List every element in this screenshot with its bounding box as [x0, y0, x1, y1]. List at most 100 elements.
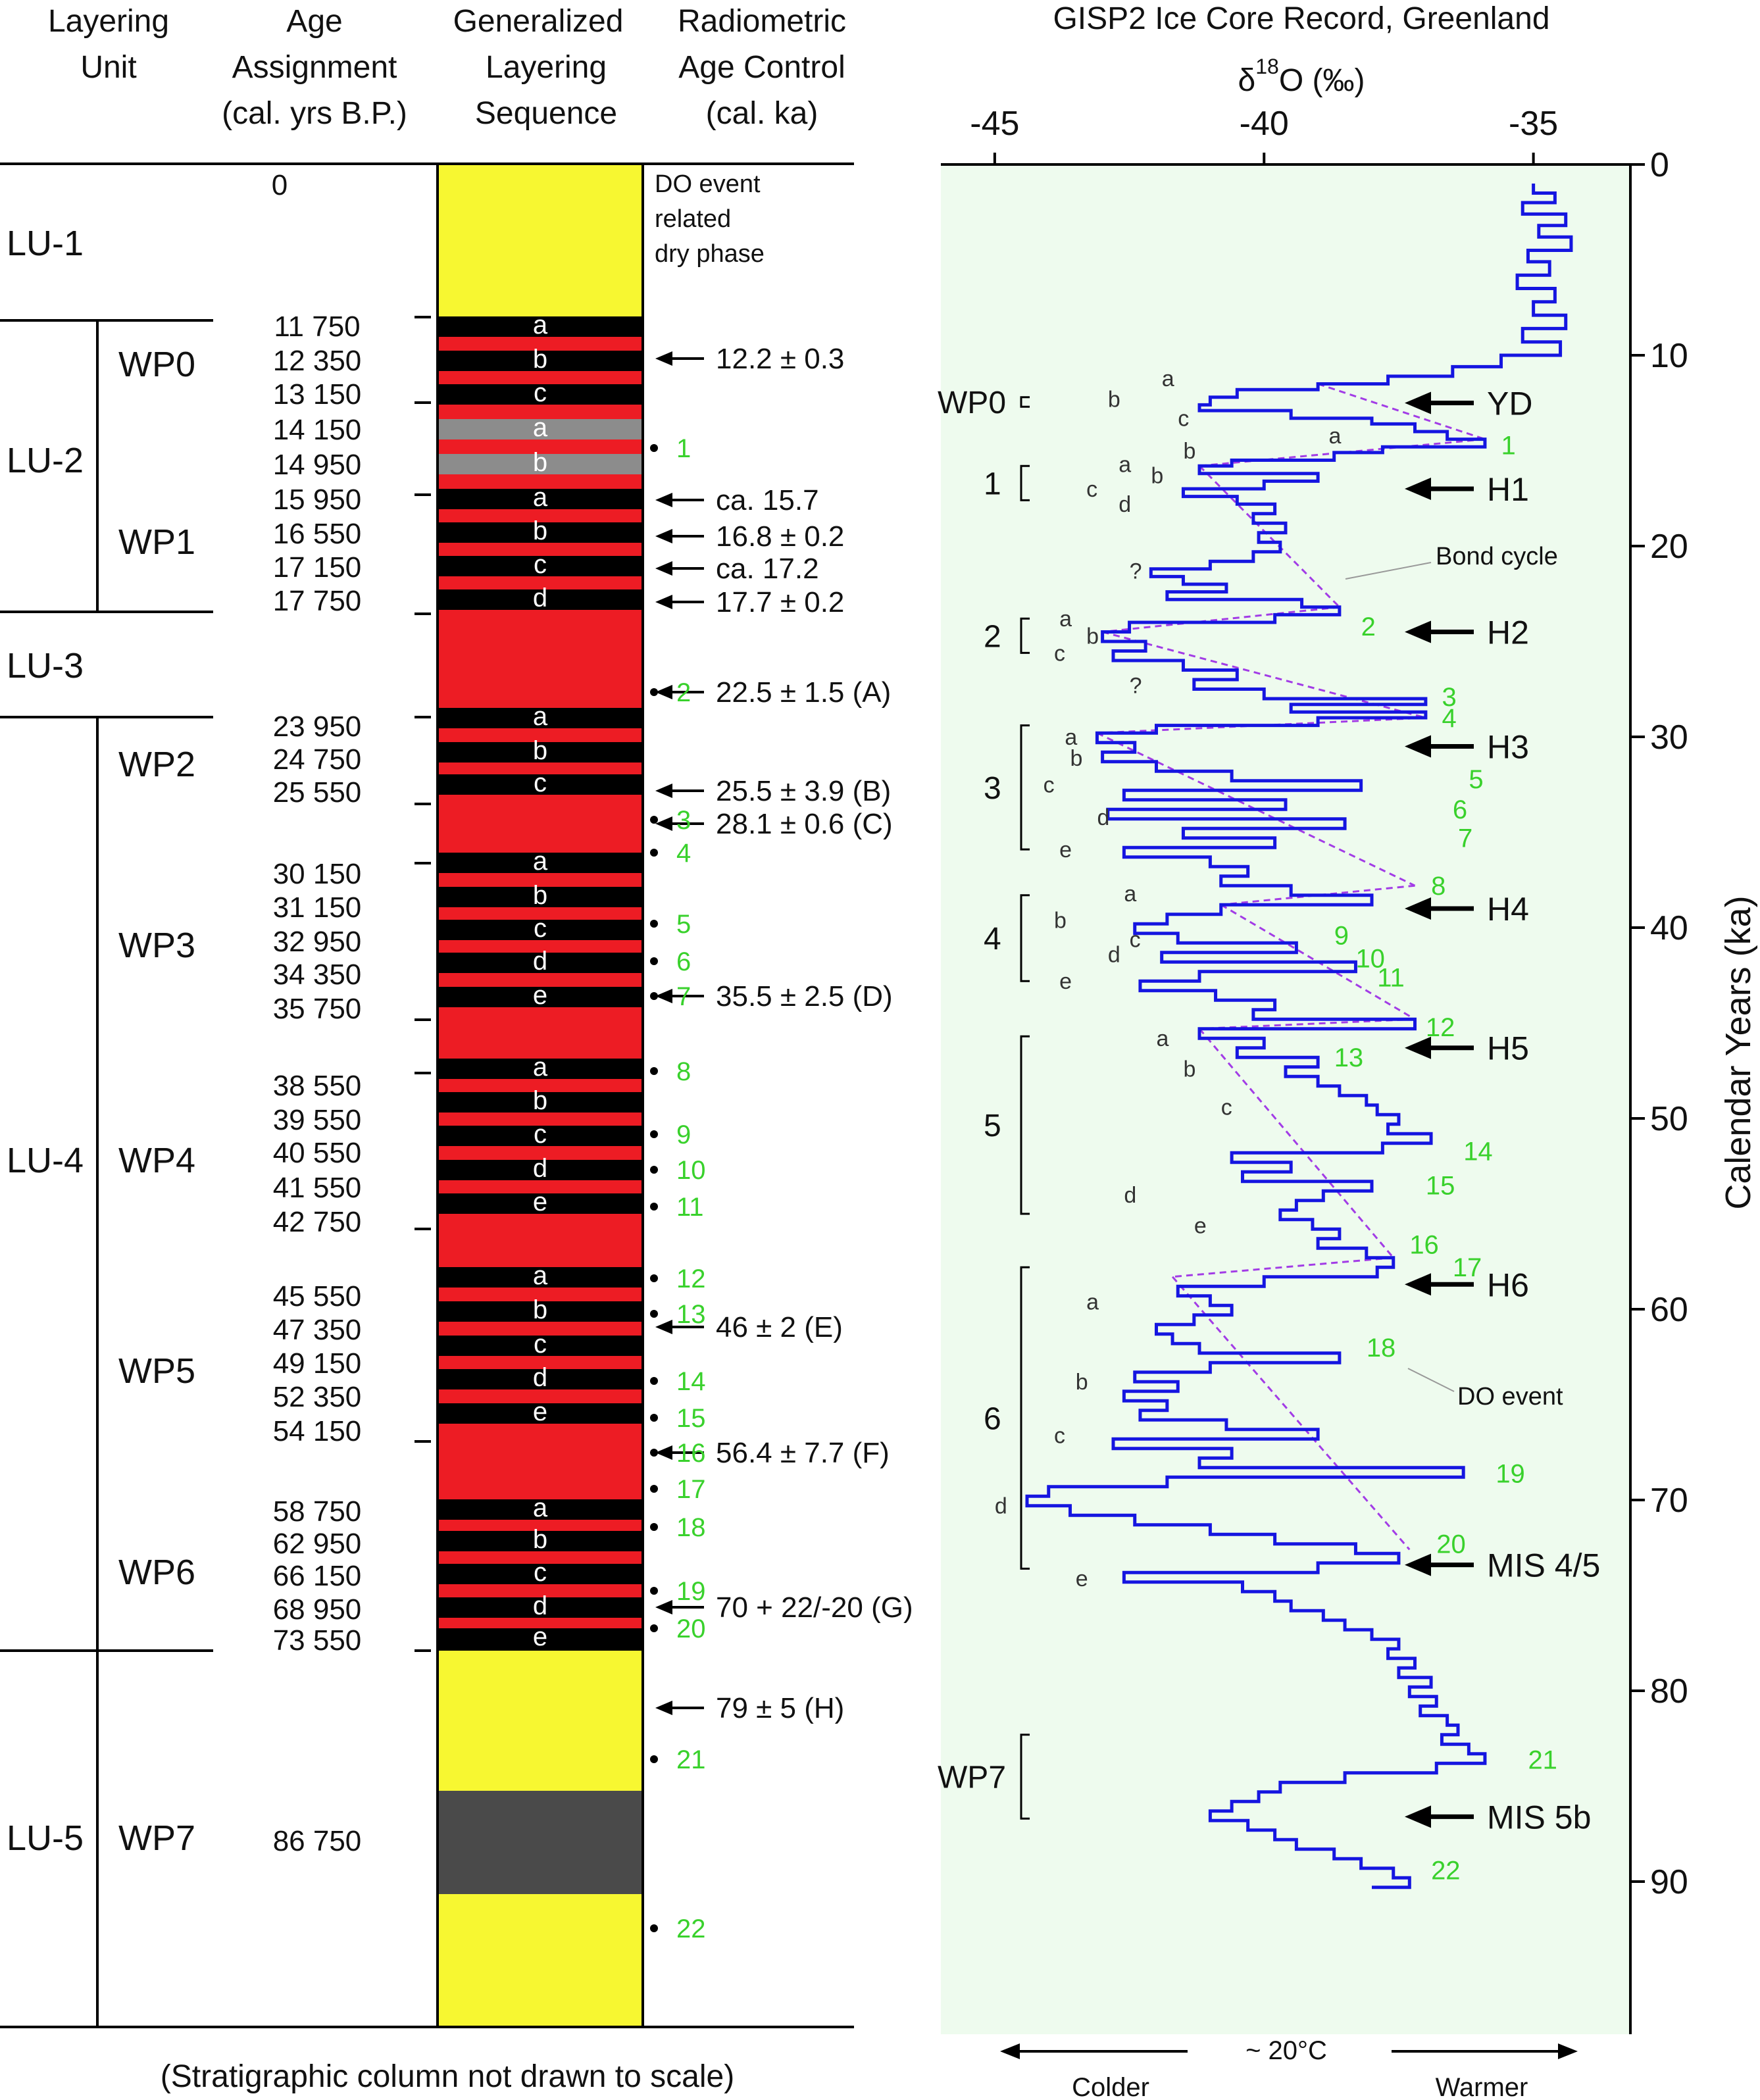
sublayer-band: [438, 708, 643, 728]
curve-sublabel: b: [1108, 388, 1120, 413]
column-border: [436, 162, 644, 2028]
do-marker-dot: [650, 1274, 658, 1282]
y-axis-label: Calendar Years (ka): [1719, 895, 1758, 1209]
layer-dry-wp7-upper: [438, 1651, 643, 1791]
control-label: 25.5 ± 3.9 (B): [716, 775, 891, 807]
event-label: MIS 4/5: [1487, 1547, 1600, 1584]
column-frame: [0, 162, 854, 2028]
phase-bracket-label: WP7: [938, 1761, 1006, 1795]
sublayer-letter: c: [534, 378, 547, 407]
event-label: H5: [1487, 1030, 1529, 1067]
sublayer-letter: e: [533, 1188, 547, 1216]
do-marker-dot: [650, 992, 658, 1000]
age-label: 73 550: [273, 1624, 362, 1657]
control-arrowhead: [655, 595, 672, 609]
bond-cycle-segment: [1317, 383, 1486, 441]
bond-cycle-segment: [1102, 606, 1340, 633]
bond-cycle-segment: [1096, 732, 1416, 887]
bond-cycle-segment: [1198, 1028, 1394, 1259]
plot-do-number: 21: [1528, 1745, 1557, 1774]
age-label: 25 550: [273, 776, 362, 809]
sublayer-band: [438, 987, 643, 1007]
do-marker-dot: [650, 1523, 658, 1531]
do-marker-dot: [650, 1485, 658, 1493]
sublayer-letter: a: [533, 847, 548, 876]
sublayer-letter: d: [533, 1591, 547, 1620]
x-tick-label: -45: [970, 105, 1019, 143]
plot-do-number: 1: [1501, 431, 1516, 460]
x-axis-label: δ18O (‰): [1238, 55, 1365, 98]
control-label: 70 + 22/-20 (G): [716, 1591, 913, 1624]
sublayer-letter: c: [534, 768, 547, 797]
lu-label: LU-2: [7, 441, 84, 480]
sublayer-band: [438, 853, 643, 873]
control-arrowhead: [655, 351, 672, 366]
phase-brackets: WP0 1 2 3 4 5 6 WP7: [938, 386, 1030, 1820]
age-label: 41 550: [273, 1172, 362, 1204]
curve-sublabel: d: [1124, 1183, 1136, 1208]
radiometric-controls: 12.2 ± 0.3 ca. 15.7 16.8 ± 0.2ca. 17.217.7…: [655, 343, 913, 1724]
do-marker-number: 4: [676, 839, 691, 868]
y-tick-label: 20: [1650, 528, 1688, 566]
age-label: 30 150: [273, 858, 362, 890]
y-tick-label: 80: [1650, 1672, 1688, 1711]
lu-label: LU-1: [7, 224, 84, 263]
phase-bracket-label: 4: [984, 922, 1001, 957]
event-label: MIS 5b: [1487, 1799, 1591, 1836]
sublayer-letter: c: [534, 914, 547, 943]
do-marker-dot: [650, 816, 658, 824]
sublayer-band: [438, 556, 643, 576]
event-arrowhead: [1405, 1036, 1431, 1059]
phase-bracket: [1020, 724, 1030, 851]
event-arrowhead: [1405, 391, 1431, 414]
age-label: 62 950: [273, 1528, 362, 1560]
sublayer-letter: b: [533, 736, 547, 765]
do-marker-number: 1: [676, 434, 691, 463]
do-marker-number: 3: [676, 806, 691, 835]
do-marker-dot: [650, 1166, 658, 1174]
plot-do-number: 12: [1426, 1013, 1455, 1042]
age-label: 39 550: [273, 1104, 362, 1136]
y-tick-label: 0: [1650, 146, 1669, 184]
sublayer-letter: a: [533, 702, 548, 731]
age-label: 47 350: [273, 1314, 362, 1346]
age-label: 45 550: [273, 1280, 362, 1312]
do-marker-dot: [650, 1377, 658, 1385]
event-arrows: YD H1 H2 H3 H4 H5 H6 MIS 4/5 MIS 5b: [1405, 386, 1600, 1836]
question-mark: ?: [1130, 559, 1142, 584]
event-label: H1: [1487, 471, 1529, 508]
curve-sublabel: c: [1054, 1423, 1065, 1448]
curve-sublabel: c: [1178, 407, 1189, 432]
header-age-2: Assignment: [232, 50, 397, 85]
question-mark: ?: [1130, 674, 1142, 699]
phase-bracket: [1020, 1734, 1030, 1820]
sublayer-band: [438, 1126, 643, 1146]
curve-sublabel: b: [1183, 439, 1195, 464]
curve-sublabel: e: [1076, 1566, 1088, 1591]
y-tick-label: 40: [1650, 909, 1688, 947]
y-tick-label: 50: [1650, 1100, 1688, 1138]
sublayer-letter: b: [533, 1525, 547, 1554]
plot-do-number: 11: [1377, 963, 1405, 992]
plot-background: [941, 164, 1630, 2034]
do-event-leader: [1407, 1368, 1455, 1392]
bond-cycle-segment: [1172, 1257, 1394, 1278]
dry-phase-note-3: dry phase: [655, 240, 765, 268]
plot-do-number: 20: [1436, 1530, 1466, 1559]
sublayer-band: [438, 489, 643, 509]
header-control-1: Radiometric: [678, 4, 846, 39]
curve-sublabel: d: [1108, 943, 1120, 968]
event-arrowhead: [1405, 1273, 1431, 1296]
do-marker-dot: [650, 1067, 658, 1075]
curve-sublabel: a: [1065, 725, 1077, 750]
unit-labels: LU-1 LU-2 LU-3 LU-4 LU-5 WP0 WP1 WP2 WP3…: [7, 224, 195, 1858]
age-label: 86 750: [273, 1825, 362, 1857]
y-ticks: 0 10 20 30 40 50 60 70 80 90: [1630, 146, 1688, 1901]
do-marker-dot: [650, 849, 658, 857]
warmer-arrowhead: [1558, 2043, 1578, 2059]
header-seq-3: Sequence: [475, 96, 617, 131]
control-arrowhead: [655, 989, 672, 1003]
